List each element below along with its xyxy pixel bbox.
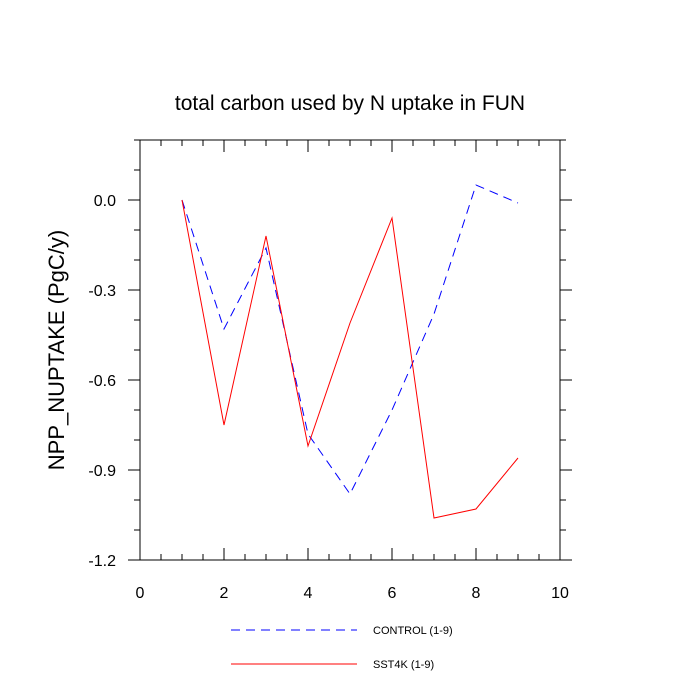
x-tick-label: 6	[388, 585, 397, 602]
plot-frame	[139, 139, 561, 561]
y-tick-label: -0.9	[88, 463, 116, 480]
y-tick-label: -0.6	[88, 373, 116, 390]
chart-title: total carbon used by N uptake in FUN	[175, 92, 525, 115]
x-tick-label: 2	[220, 585, 229, 602]
x-tick-label: 10	[551, 585, 569, 602]
series-lines	[181, 184, 519, 519]
y-tick-label: -1.2	[88, 553, 116, 570]
axis-ticks: 0 2 4 6 8 10 0.0 -0.3 -0.6 -0.9 -1.2	[88, 139, 572, 602]
legend-label: CONTROL (1-9)	[373, 625, 453, 637]
series-line-1	[181, 199, 519, 519]
y-axis-label: NPP_NUPTAKE (PgC/y)	[44, 230, 69, 470]
legend-label: SST4K (1-9)	[373, 659, 434, 671]
legend: CONTROL (1-9) SST4K (1-9)	[231, 625, 453, 671]
y-tick-label: -0.3	[88, 283, 116, 300]
y-tick-label: 0.0	[94, 193, 116, 210]
series-line-0	[181, 184, 519, 495]
x-tick-label: 8	[472, 585, 481, 602]
x-tick-label: 4	[304, 585, 313, 602]
x-tick-label: 0	[136, 585, 145, 602]
